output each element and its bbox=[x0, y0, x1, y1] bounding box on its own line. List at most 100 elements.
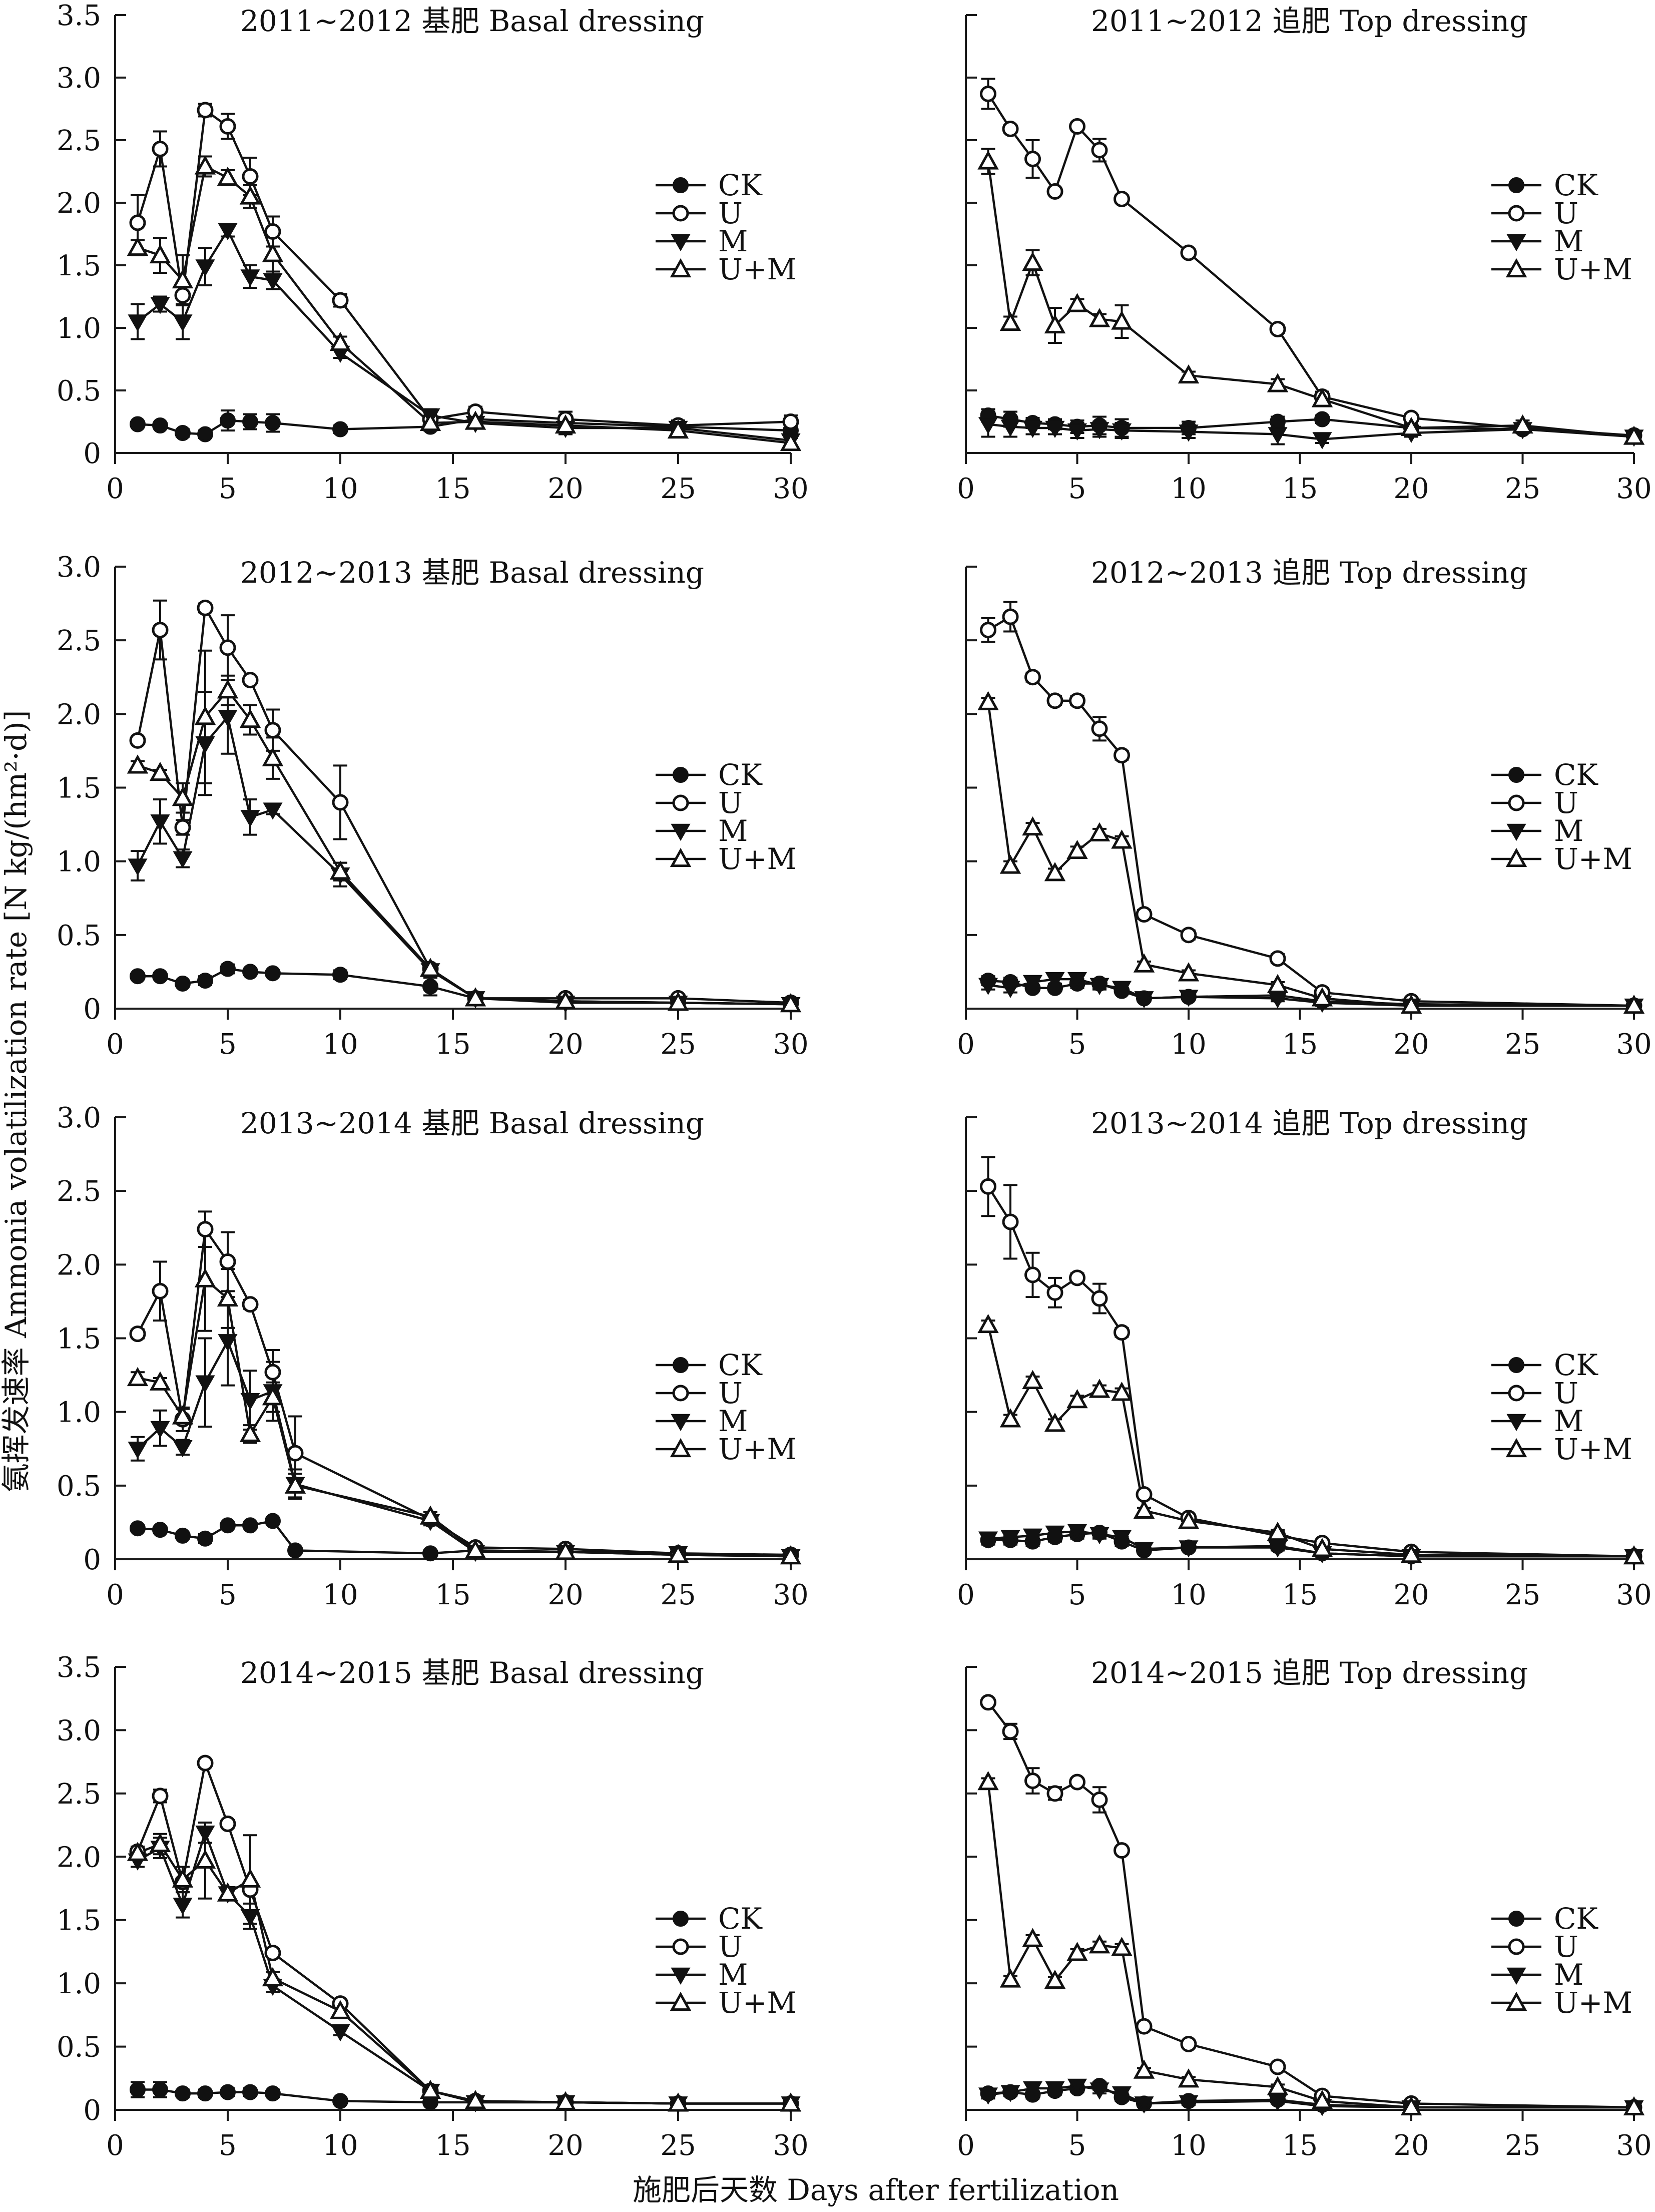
data-point bbox=[1267, 373, 1289, 392]
data-point bbox=[1091, 720, 1108, 737]
data-point bbox=[555, 2091, 577, 2110]
x-tick-label: 5 bbox=[219, 1028, 237, 1061]
data-point bbox=[240, 269, 260, 287]
y-tick-label: 2.0 bbox=[57, 1249, 101, 1281]
legend-marker bbox=[670, 1438, 692, 1458]
x-tick-label: 30 bbox=[1616, 473, 1651, 505]
data-point bbox=[287, 1542, 303, 1559]
legend-marker bbox=[671, 1414, 691, 1432]
y-tick-label: 2.0 bbox=[57, 698, 101, 731]
y-tick-label: 1.5 bbox=[57, 1905, 101, 1937]
data-point bbox=[1069, 1774, 1085, 1791]
data-point bbox=[332, 967, 348, 983]
legend-marker bbox=[1508, 767, 1524, 783]
data-point bbox=[1111, 829, 1133, 849]
series-line bbox=[987, 93, 1634, 437]
data-point bbox=[218, 709, 238, 727]
data-point bbox=[1134, 991, 1154, 1009]
data-point bbox=[1000, 981, 1020, 998]
x-tick-label: 15 bbox=[1282, 1028, 1318, 1061]
y-tick-label: 0 bbox=[83, 2094, 101, 2127]
markers-U bbox=[980, 1694, 1642, 2116]
y-tick-label: 1.0 bbox=[57, 846, 101, 878]
legend-label: U bbox=[718, 1376, 743, 1410]
x-tick-label: 20 bbox=[547, 1579, 583, 1611]
legend-marker bbox=[1508, 1357, 1524, 1373]
data-point bbox=[1069, 1269, 1085, 1286]
data-point bbox=[127, 1842, 149, 1861]
data-point bbox=[667, 419, 689, 439]
data-point bbox=[239, 185, 261, 205]
legend-marker bbox=[672, 1938, 689, 1955]
x-tick-label: 15 bbox=[435, 473, 470, 505]
data-point bbox=[1269, 2058, 1286, 2075]
x-tick-label: 25 bbox=[1505, 473, 1540, 505]
y-tick-label: 3.5 bbox=[57, 1651, 101, 1684]
x-tick-label: 25 bbox=[1505, 1579, 1540, 1611]
data-point bbox=[1311, 1538, 1333, 1557]
series-U bbox=[981, 1156, 1641, 1560]
data-point bbox=[130, 968, 146, 985]
data-point bbox=[1136, 906, 1153, 923]
data-point bbox=[1178, 2068, 1200, 2088]
data-point bbox=[1179, 424, 1199, 442]
y-tick-label: 0.5 bbox=[57, 1470, 101, 1503]
legend-marker bbox=[670, 847, 692, 867]
data-point bbox=[219, 1253, 236, 1270]
legend-marker bbox=[670, 258, 692, 278]
legend-label: CK bbox=[718, 758, 763, 792]
y-tick-label: 1.5 bbox=[57, 772, 101, 805]
data-point bbox=[152, 2081, 168, 2098]
x-tick-label: 0 bbox=[106, 1579, 124, 1611]
legend-marker bbox=[1505, 258, 1527, 278]
data-point bbox=[1133, 953, 1155, 973]
data-point bbox=[332, 292, 349, 309]
data-point bbox=[1111, 310, 1133, 330]
data-point bbox=[263, 273, 283, 291]
data-point bbox=[780, 993, 802, 1013]
data-point bbox=[1044, 314, 1066, 334]
y-tick-label: 3.0 bbox=[57, 62, 101, 95]
data-point bbox=[1134, 2096, 1154, 2114]
y-tick-label: 1.0 bbox=[57, 312, 101, 345]
data-point bbox=[977, 150, 999, 170]
x-tick-label: 30 bbox=[773, 2129, 808, 2162]
data-point bbox=[152, 1282, 169, 1299]
series-UM bbox=[131, 155, 798, 449]
data-point bbox=[1311, 388, 1333, 407]
data-point bbox=[1114, 747, 1130, 764]
data-point bbox=[1091, 1792, 1108, 1808]
series-line bbox=[987, 702, 1634, 1007]
data-point bbox=[1089, 1527, 1110, 1544]
data-point bbox=[195, 1825, 215, 1843]
y-tick-label: 2.0 bbox=[57, 1841, 101, 1874]
legend-label: U bbox=[1554, 196, 1578, 230]
data-point bbox=[978, 1531, 998, 1549]
data-point bbox=[464, 987, 486, 1007]
data-point bbox=[262, 243, 284, 262]
markers-UM bbox=[977, 1313, 1645, 1565]
data-point bbox=[152, 1788, 169, 1805]
x-tick-label: 5 bbox=[219, 2129, 237, 2162]
chart-panel-5: 0 0.5 1.0 1.5 2.0 2.5 3.0 0 5 10 15 20 25 30 2013~2014… bbox=[57, 1102, 809, 1611]
legend-label: CK bbox=[1554, 1902, 1598, 1936]
legend-marker bbox=[1506, 823, 1526, 841]
legend-label: CK bbox=[1554, 168, 1598, 202]
series-UM bbox=[981, 148, 1641, 441]
data-point bbox=[173, 1440, 193, 1458]
legend-marker bbox=[1506, 1414, 1526, 1432]
series-line bbox=[136, 714, 791, 1006]
data-point bbox=[1002, 1213, 1019, 1230]
data-point bbox=[174, 287, 191, 304]
data-point bbox=[240, 1393, 260, 1411]
series-line bbox=[987, 1324, 1634, 1558]
data-point bbox=[1623, 1545, 1645, 1565]
data-point bbox=[150, 297, 170, 314]
data-point bbox=[329, 2000, 351, 2019]
data-point bbox=[1133, 2059, 1155, 2079]
x-tick-label: 20 bbox=[547, 1028, 583, 1061]
markers-U bbox=[129, 1754, 799, 2112]
